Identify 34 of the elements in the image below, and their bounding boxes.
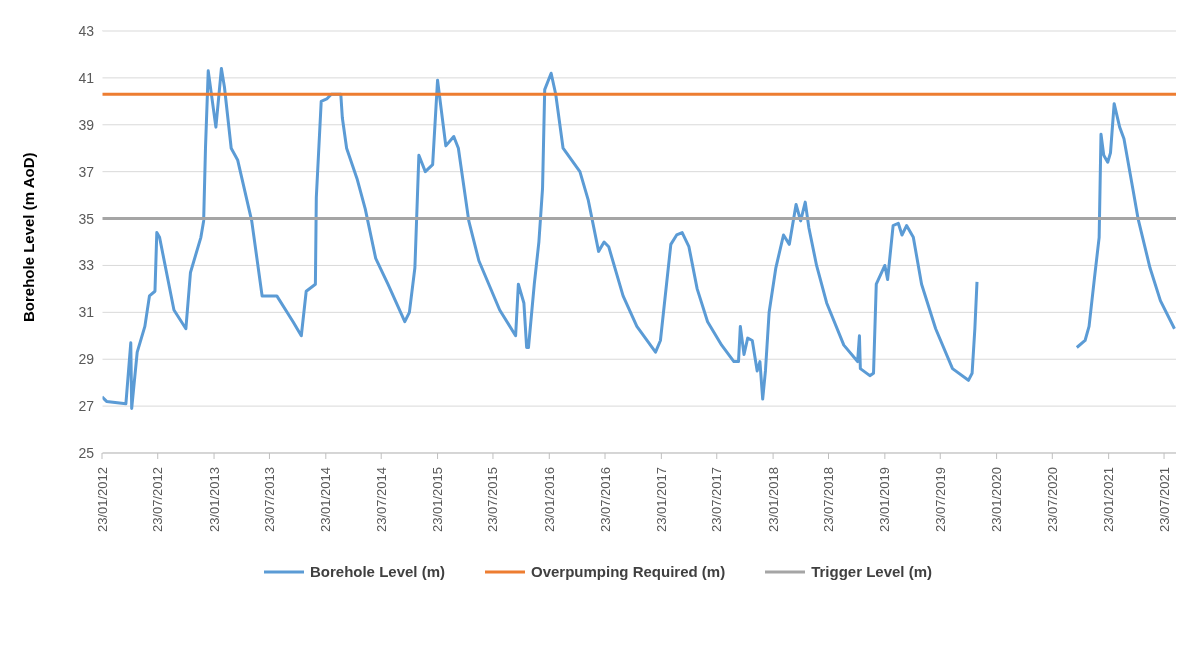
x-tick-label: 23/01/2015: [430, 467, 446, 533]
x-tick-label: 23/07/2012: [150, 467, 166, 533]
y-tick-label: 43: [78, 22, 95, 39]
x-tick-label: 23/01/2013: [206, 467, 222, 533]
x-tick-label: 23/01/2018: [765, 467, 781, 533]
x-tick-label: 23/01/2019: [877, 467, 893, 533]
x-tick-label: 23/07/2017: [709, 467, 725, 533]
y-tick-label: 33: [78, 257, 95, 274]
x-tick-label: 23/07/2018: [821, 467, 837, 533]
y-tick-label: 25: [78, 444, 95, 461]
y-tick-label: 31: [78, 304, 95, 321]
x-tick-label: 23/01/2014: [318, 467, 334, 533]
legend-label: Trigger Level (m): [811, 563, 933, 580]
legend-label: Overpumping Required (m): [530, 563, 726, 580]
x-tick-label: 23/07/2021: [1156, 467, 1172, 533]
x-tick-label: 23/07/2013: [261, 467, 277, 533]
y-tick-label: 35: [78, 210, 95, 227]
x-tick-label: 23/01/2012: [94, 467, 110, 533]
y-tick-label: 29: [78, 351, 95, 368]
x-tick-label: 23/07/2014: [373, 467, 389, 533]
y-axis-title: Borehole Level (m AoD): [20, 152, 38, 322]
y-tick-label: 39: [78, 116, 95, 133]
x-tick-label: 23/07/2020: [1044, 467, 1060, 533]
y-tick-label: 27: [78, 398, 95, 415]
x-tick-label: 23/07/2016: [597, 467, 613, 533]
legend-label: Borehole Level (m): [309, 563, 445, 580]
y-tick-label: 37: [78, 163, 95, 180]
x-tick-label: 23/01/2017: [653, 467, 669, 533]
x-tick-label: 23/07/2019: [932, 467, 948, 533]
x-tick-label: 23/01/2016: [541, 467, 557, 533]
x-tick-label: 23/01/2020: [989, 467, 1005, 533]
x-tick-label: 23/01/2021: [1101, 467, 1117, 533]
x-tick-label: 23/07/2015: [485, 467, 501, 533]
y-tick-label: 41: [78, 69, 95, 86]
